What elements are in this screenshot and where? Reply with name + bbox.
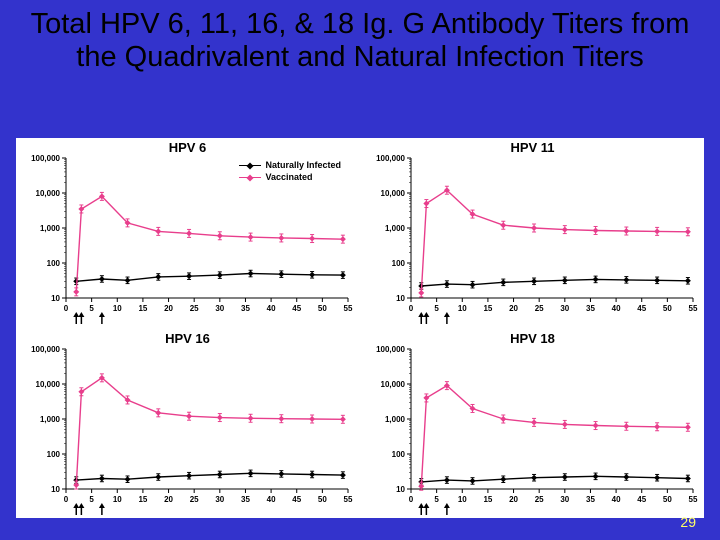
svg-text:10: 10	[51, 294, 60, 303]
svg-text:45: 45	[292, 495, 301, 504]
svg-text:5: 5	[434, 495, 439, 504]
svg-text:25: 25	[535, 495, 544, 504]
legend-natural: Naturally Infected	[239, 160, 341, 170]
legend-vaccinated: Vaccinated	[239, 172, 341, 182]
svg-text:45: 45	[637, 495, 646, 504]
svg-text:15: 15	[138, 495, 147, 504]
chart-panel: HPV 18 10 100 1,000 10,000 100,000 0 5 10 15 20 25…	[361, 329, 704, 518]
svg-text:15: 15	[138, 304, 147, 313]
svg-text:0: 0	[64, 495, 69, 504]
svg-text:50: 50	[318, 495, 327, 504]
svg-text:20: 20	[509, 304, 518, 313]
legend-vaccinated-label: Vaccinated	[265, 172, 312, 182]
svg-text:50: 50	[318, 304, 327, 313]
svg-text:30: 30	[560, 495, 569, 504]
svg-text:1,000: 1,000	[40, 415, 61, 424]
svg-text:10,000: 10,000	[36, 189, 61, 198]
svg-text:10: 10	[458, 304, 467, 313]
svg-text:40: 40	[612, 304, 621, 313]
svg-text:50: 50	[663, 304, 672, 313]
svg-text:100,000: 100,000	[376, 345, 405, 354]
svg-text:30: 30	[560, 304, 569, 313]
svg-text:55: 55	[344, 495, 353, 504]
svg-text:40: 40	[612, 495, 621, 504]
svg-text:10,000: 10,000	[36, 380, 61, 389]
legend-natural-label: Naturally Infected	[265, 160, 341, 170]
svg-text:20: 20	[509, 495, 518, 504]
svg-text:30: 30	[215, 304, 224, 313]
svg-text:1,000: 1,000	[385, 415, 406, 424]
svg-text:30: 30	[215, 495, 224, 504]
chart-panel: HPV 11 10 100 1,000 10,000 100,000 0 5 10 15 20 25…	[361, 138, 704, 327]
svg-text:20: 20	[164, 304, 173, 313]
panel-title: HPV 18	[510, 331, 555, 346]
svg-text:40: 40	[267, 495, 276, 504]
chart-grid: HPV 6 Naturally Infected Vaccinated 10 10…	[16, 138, 704, 518]
svg-text:100: 100	[392, 259, 406, 268]
svg-text:35: 35	[586, 495, 595, 504]
svg-text:100,000: 100,000	[376, 154, 405, 163]
svg-text:10: 10	[113, 304, 122, 313]
chart-panel: HPV 6 Naturally Infected Vaccinated 10 10…	[16, 138, 359, 327]
svg-text:25: 25	[190, 495, 199, 504]
svg-text:25: 25	[535, 304, 544, 313]
panel-title: HPV 16	[165, 331, 210, 346]
svg-text:1,000: 1,000	[385, 224, 406, 233]
svg-text:100,000: 100,000	[31, 345, 60, 354]
chart-title: Total HPV 6, 11, 16, & 18 Ig. G Antibody…	[0, 0, 720, 77]
svg-text:55: 55	[689, 304, 698, 313]
svg-text:35: 35	[241, 304, 250, 313]
svg-text:5: 5	[434, 304, 439, 313]
svg-text:25: 25	[190, 304, 199, 313]
svg-text:10,000: 10,000	[381, 189, 406, 198]
svg-text:35: 35	[586, 304, 595, 313]
svg-text:55: 55	[344, 304, 353, 313]
svg-text:0: 0	[409, 304, 414, 313]
svg-text:5: 5	[89, 495, 94, 504]
svg-text:10: 10	[51, 485, 60, 494]
svg-text:10,000: 10,000	[381, 380, 406, 389]
svg-text:5: 5	[89, 304, 94, 313]
page-number: 29	[680, 514, 696, 530]
svg-text:100: 100	[392, 450, 406, 459]
svg-text:100: 100	[47, 450, 61, 459]
svg-text:0: 0	[64, 304, 69, 313]
svg-text:10: 10	[113, 495, 122, 504]
svg-text:100,000: 100,000	[31, 154, 60, 163]
svg-text:0: 0	[409, 495, 414, 504]
svg-text:15: 15	[483, 495, 492, 504]
svg-text:10: 10	[396, 485, 405, 494]
svg-text:1,000: 1,000	[40, 224, 61, 233]
svg-text:50: 50	[663, 495, 672, 504]
svg-text:10: 10	[396, 294, 405, 303]
svg-text:55: 55	[689, 495, 698, 504]
legend: Naturally Infected Vaccinated	[239, 160, 341, 184]
panel-title: HPV 6	[169, 140, 207, 155]
svg-text:15: 15	[483, 304, 492, 313]
svg-text:40: 40	[267, 304, 276, 313]
panel-title: HPV 11	[510, 140, 554, 155]
svg-text:20: 20	[164, 495, 173, 504]
svg-text:35: 35	[241, 495, 250, 504]
svg-text:100: 100	[47, 259, 61, 268]
svg-text:45: 45	[637, 304, 646, 313]
svg-text:45: 45	[292, 304, 301, 313]
svg-text:10: 10	[458, 495, 467, 504]
chart-panel: HPV 16 10 100 1,000 10,000 100,000 0 5 10 15 20 25…	[16, 329, 359, 518]
